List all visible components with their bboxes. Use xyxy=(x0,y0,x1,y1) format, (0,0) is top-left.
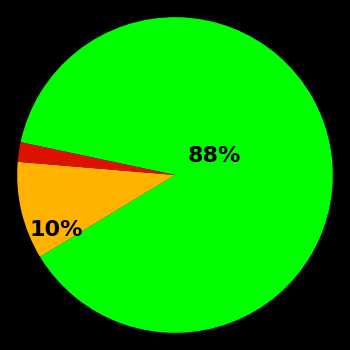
Wedge shape xyxy=(17,162,175,257)
Wedge shape xyxy=(21,17,333,333)
Text: 88%: 88% xyxy=(188,146,241,166)
Wedge shape xyxy=(18,142,175,175)
Text: 10%: 10% xyxy=(30,220,83,240)
